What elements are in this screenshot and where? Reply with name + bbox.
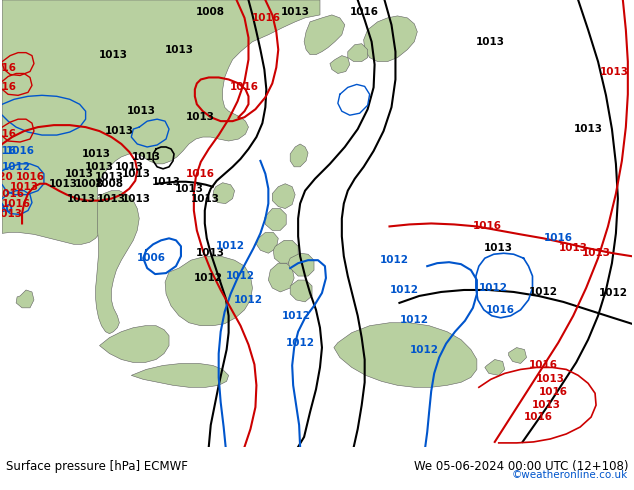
Text: 1016: 1016 [486, 305, 515, 315]
Text: 1013: 1013 [122, 194, 151, 204]
Text: 1013: 1013 [67, 194, 96, 204]
Text: 1016: 1016 [0, 129, 16, 139]
Text: ©weatheronline.co.uk: ©weatheronline.co.uk [512, 470, 628, 480]
Text: 1013: 1013 [197, 248, 225, 258]
Text: 1016: 1016 [252, 13, 281, 23]
Text: 1013: 1013 [122, 169, 151, 179]
Text: 1012: 1012 [529, 287, 558, 297]
Text: 1016: 1016 [350, 7, 379, 17]
Text: 1016: 1016 [0, 146, 16, 156]
Text: 1013: 1013 [65, 169, 94, 179]
Polygon shape [96, 191, 139, 334]
Polygon shape [508, 347, 527, 364]
Polygon shape [256, 232, 278, 253]
Text: 1016: 1016 [2, 198, 30, 209]
Polygon shape [165, 256, 252, 326]
Polygon shape [273, 184, 295, 209]
Text: 1013: 1013 [115, 162, 144, 172]
Text: 1016: 1016 [230, 82, 259, 93]
Text: 1016: 1016 [186, 169, 216, 179]
Polygon shape [100, 326, 169, 363]
Text: 1012: 1012 [410, 344, 439, 355]
Polygon shape [264, 209, 286, 230]
Text: Surface pressure [hPa] ECMWF: Surface pressure [hPa] ECMWF [6, 460, 188, 473]
Polygon shape [330, 55, 350, 74]
Text: 1013: 1013 [574, 124, 602, 134]
Polygon shape [16, 290, 34, 308]
Text: 1013: 1013 [281, 7, 309, 17]
Text: 1008: 1008 [95, 179, 124, 189]
Text: 1013: 1013 [559, 243, 588, 253]
Text: 1016: 1016 [0, 63, 16, 73]
Text: 1013: 1013 [186, 112, 216, 122]
Text: 1012: 1012 [226, 271, 255, 281]
Text: 1012: 1012 [234, 295, 263, 305]
Text: 1013: 1013 [581, 248, 611, 258]
Text: 1016: 1016 [544, 233, 573, 244]
Text: 1016: 1016 [0, 189, 25, 198]
Text: 1016: 1016 [539, 387, 568, 397]
Text: We 05-06-2024 00:00 UTC (12+108): We 05-06-2024 00:00 UTC (12+108) [413, 460, 628, 473]
Text: 1016: 1016 [524, 412, 553, 422]
Text: 1013: 1013 [85, 162, 114, 172]
Text: 1013: 1013 [484, 243, 514, 253]
Text: 1016: 1016 [472, 221, 501, 231]
Text: 1008: 1008 [197, 7, 225, 17]
Polygon shape [290, 144, 308, 167]
Text: 1013: 1013 [99, 49, 128, 60]
Text: 1013: 1013 [599, 67, 628, 76]
Polygon shape [288, 253, 314, 276]
Text: 1013: 1013 [105, 126, 134, 136]
Polygon shape [485, 360, 505, 375]
Polygon shape [213, 183, 235, 203]
Text: 1013: 1013 [532, 400, 561, 410]
Text: 1012: 1012 [380, 255, 409, 265]
Text: 020: 020 [0, 172, 13, 182]
Text: 1008: 1008 [75, 179, 104, 189]
Text: 1012: 1012 [400, 315, 429, 325]
Text: 1012: 1012 [216, 241, 245, 251]
Polygon shape [364, 16, 417, 62]
Text: 1013: 1013 [536, 374, 565, 384]
Polygon shape [2, 0, 320, 245]
Text: 1016: 1016 [6, 146, 35, 156]
Text: 1012: 1012 [390, 285, 419, 295]
Text: 1013: 1013 [0, 209, 23, 219]
Polygon shape [131, 364, 229, 387]
Text: 1013: 1013 [174, 184, 204, 194]
Text: 1013: 1013 [127, 106, 156, 116]
Polygon shape [268, 263, 294, 292]
Text: 1013: 1013 [97, 194, 126, 204]
Text: 1016: 1016 [529, 361, 558, 370]
Text: 1013: 1013 [476, 37, 505, 47]
Text: 1012: 1012 [286, 338, 314, 347]
Text: 1016: 1016 [15, 172, 44, 182]
Text: 1013: 1013 [10, 182, 39, 192]
Text: 1006: 1006 [137, 253, 165, 263]
Polygon shape [348, 44, 368, 62]
Text: 1013: 1013 [82, 149, 111, 159]
Text: 1013: 1013 [152, 177, 181, 187]
Text: 1012: 1012 [194, 273, 223, 283]
Text: 1013: 1013 [132, 152, 160, 162]
Polygon shape [304, 15, 345, 54]
Text: 1012: 1012 [598, 288, 628, 298]
Text: 1012: 1012 [2, 162, 30, 172]
Text: 1012: 1012 [479, 283, 508, 293]
Text: 1013: 1013 [49, 179, 78, 189]
Polygon shape [273, 240, 298, 263]
Polygon shape [334, 323, 477, 387]
Text: 1016: 1016 [0, 82, 16, 93]
Text: 020: 020 [0, 203, 13, 214]
Text: 1012: 1012 [281, 311, 311, 321]
Text: 1013: 1013 [95, 172, 124, 182]
Polygon shape [290, 280, 312, 302]
Text: 1013: 1013 [164, 45, 193, 55]
Text: 1013: 1013 [191, 194, 220, 204]
